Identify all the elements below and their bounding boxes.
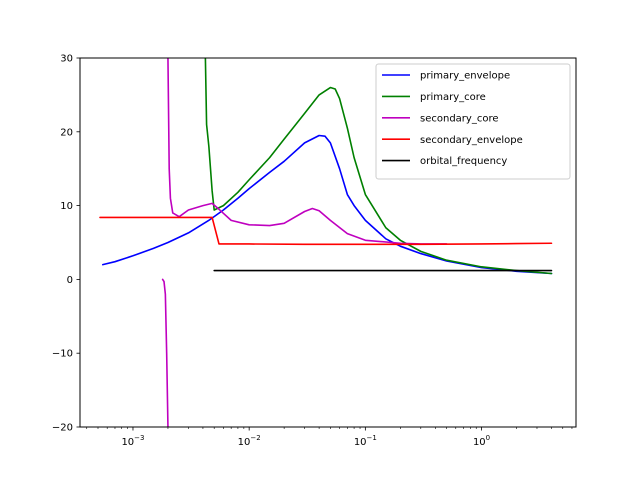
series-layer bbox=[99, 58, 553, 427]
x-tick-label-base: 10 bbox=[238, 437, 251, 448]
x-tick-label: 10−1 bbox=[354, 434, 377, 448]
x-tick-label-exponent: −3 bbox=[134, 434, 144, 442]
series-line-primary-envelope bbox=[102, 134, 553, 275]
x-tick-label-exponent: 0 bbox=[486, 434, 490, 442]
legend: primary_envelope primary_core secondary_co… bbox=[375, 63, 571, 180]
x-tick-label-exponent: −2 bbox=[250, 434, 260, 442]
y-tick-label: 10 bbox=[60, 201, 73, 212]
y-tick-label: 20 bbox=[60, 127, 73, 138]
x-tick-label-base: 10 bbox=[473, 437, 486, 448]
plot-frame bbox=[79, 57, 577, 428]
legend-label-primary-envelope: primary_envelope bbox=[420, 71, 510, 82]
legend-label-orbital-frequency: orbital_frequency bbox=[420, 156, 507, 167]
x-tick-label: 10−3 bbox=[121, 434, 144, 448]
y-tick-label: −10 bbox=[52, 349, 73, 360]
y-tick-label: 0 bbox=[67, 275, 73, 286]
x-tick-label-base: 10 bbox=[121, 437, 134, 448]
series-line-primary-core bbox=[204, 58, 553, 275]
series-line-secondary-core bbox=[161, 58, 448, 427]
series-line-secondary-envelope bbox=[99, 216, 553, 246]
legend-label-secondary-envelope: secondary_envelope bbox=[420, 135, 523, 146]
y-tick-label: 30 bbox=[60, 54, 73, 65]
legend-label-primary-core: primary_core bbox=[420, 92, 486, 103]
x-tick-label-exponent: −1 bbox=[367, 434, 377, 442]
x-tick-label-base: 10 bbox=[354, 437, 367, 448]
x-tick-label: 100 bbox=[473, 434, 490, 448]
legend-box bbox=[375, 63, 571, 180]
x-tick-label: 10−2 bbox=[238, 434, 261, 448]
legend-label-secondary-core: secondary_core bbox=[420, 113, 498, 124]
y-tick-label: −20 bbox=[52, 423, 73, 434]
